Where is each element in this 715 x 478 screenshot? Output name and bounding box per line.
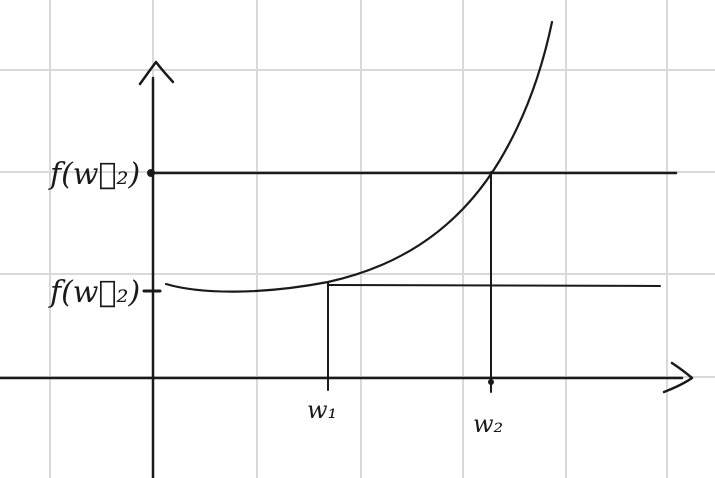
y-axis-arrowhead-icon [138, 60, 175, 86]
level-line-f-w1 [327, 284, 661, 287]
x-axis-arrowhead-icon [662, 361, 694, 394]
f-w2-point [147, 169, 155, 177]
w2-tick [488, 379, 494, 385]
label-f-w2: f(w⃗₂) [48, 157, 140, 192]
function-curve [164, 20, 554, 293]
label-w2: w₂ [473, 410, 503, 438]
label-w1: w₁ [307, 396, 337, 424]
label-f-w1: f(w⃗₂) [48, 275, 140, 310]
